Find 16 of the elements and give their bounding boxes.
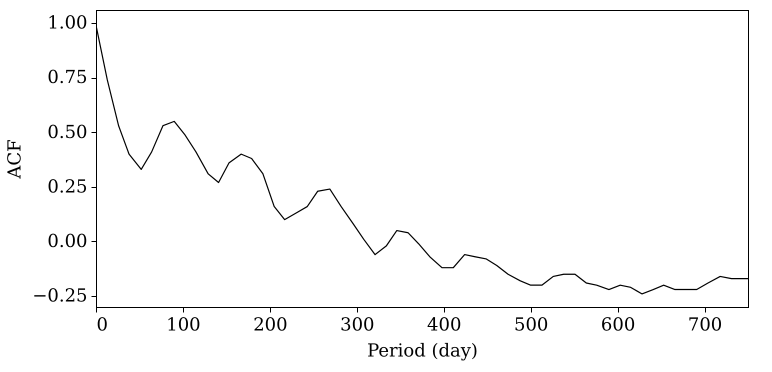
x-tick-label: 200 — [253, 314, 288, 336]
x-tick-label: 600 — [600, 314, 636, 336]
y-tick-label: 0.00 — [47, 230, 88, 252]
y-tick-label: −0.25 — [32, 286, 88, 307]
x-tick-label: 400 — [427, 314, 462, 336]
y-tick-label: 0.50 — [47, 122, 88, 143]
x-tick-label: 100 — [166, 314, 201, 336]
y-tick-label: 0.75 — [47, 67, 88, 88]
x-axis-title: Period (day) — [367, 340, 478, 362]
x-tick-label: 300 — [340, 314, 374, 336]
y-tick-label: 1.00 — [47, 12, 88, 34]
x-tick-label: 700 — [688, 314, 722, 336]
y-axis-title: ACF — [4, 139, 26, 180]
y-tick-label: 0.25 — [47, 176, 88, 198]
x-tick-label: 500 — [514, 314, 548, 336]
x-tick-label: 0 — [96, 314, 108, 336]
